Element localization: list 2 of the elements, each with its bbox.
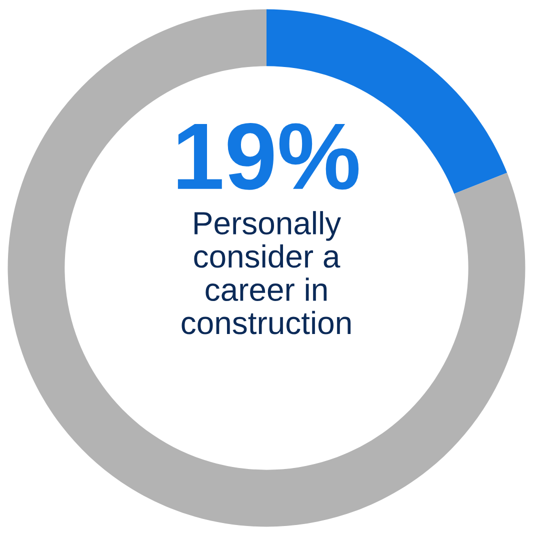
text: Personally consider a career in construction [182,211,351,334]
data-label: 19% [178,122,359,190]
